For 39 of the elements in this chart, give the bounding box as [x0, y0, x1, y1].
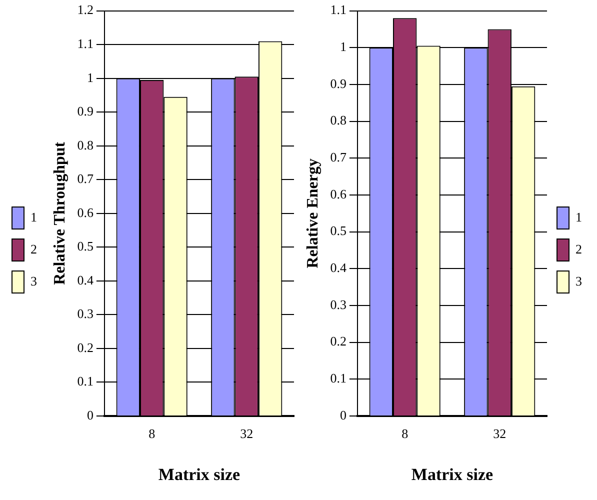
y-tick-label: 0.3 [330, 296, 346, 312]
y-tick-label: 0.7 [77, 171, 94, 186]
y-tick-label: 0.5 [330, 223, 346, 238]
y-tick-label: 0.6 [330, 186, 347, 202]
y-axis-title: Relative Energy [304, 158, 322, 268]
legend-label: 2 [30, 241, 37, 256]
y-tick-label: 0.7 [330, 150, 347, 165]
y-tick-label: 0.3 [77, 306, 94, 322]
legend-label: 3 [30, 273, 37, 288]
x-tick-label: 8 [402, 426, 408, 442]
y-tick-label: 0.4 [330, 260, 347, 276]
y-tick-label: 0.1 [77, 374, 94, 389]
y-tick-label: 1 [340, 39, 346, 54]
x-axis-title: Matrix size [158, 465, 241, 484]
legend-label: 2 [576, 241, 582, 256]
y-tick-label: 0 [86, 407, 94, 422]
y-tick-label: 1.1 [77, 36, 94, 51]
y-tick-label: 0.9 [77, 104, 94, 119]
x-tick-label: 32 [240, 426, 254, 442]
y-tick-label: 0.5 [77, 238, 94, 254]
y-tick-label: 0.4 [77, 272, 94, 288]
y-tick-label: 1.1 [330, 2, 346, 18]
y-axis-title: Relative Throughput [52, 141, 69, 285]
y-tick-label: 0.8 [77, 137, 94, 152]
legend-label: 1 [576, 209, 582, 224]
x-axis-title: Matrix size [411, 465, 494, 484]
y-tick-label: 0 [340, 407, 346, 422]
y-tick-label: 0.8 [330, 112, 346, 128]
y-tick-label: 0.2 [77, 340, 94, 355]
legend-label: 3 [576, 273, 582, 288]
y-tick-label: 0.6 [77, 204, 94, 220]
x-tick-label: 8 [148, 426, 156, 442]
legend-label: 1 [30, 209, 37, 224]
y-tick-label: 1.2 [77, 2, 94, 18]
x-tick-label: 32 [493, 426, 506, 442]
y-tick-label: 1 [86, 70, 94, 85]
y-tick-label: 0.2 [330, 334, 346, 349]
y-tick-label: 0.1 [330, 370, 346, 386]
y-tick-label: 0.9 [330, 76, 346, 91]
